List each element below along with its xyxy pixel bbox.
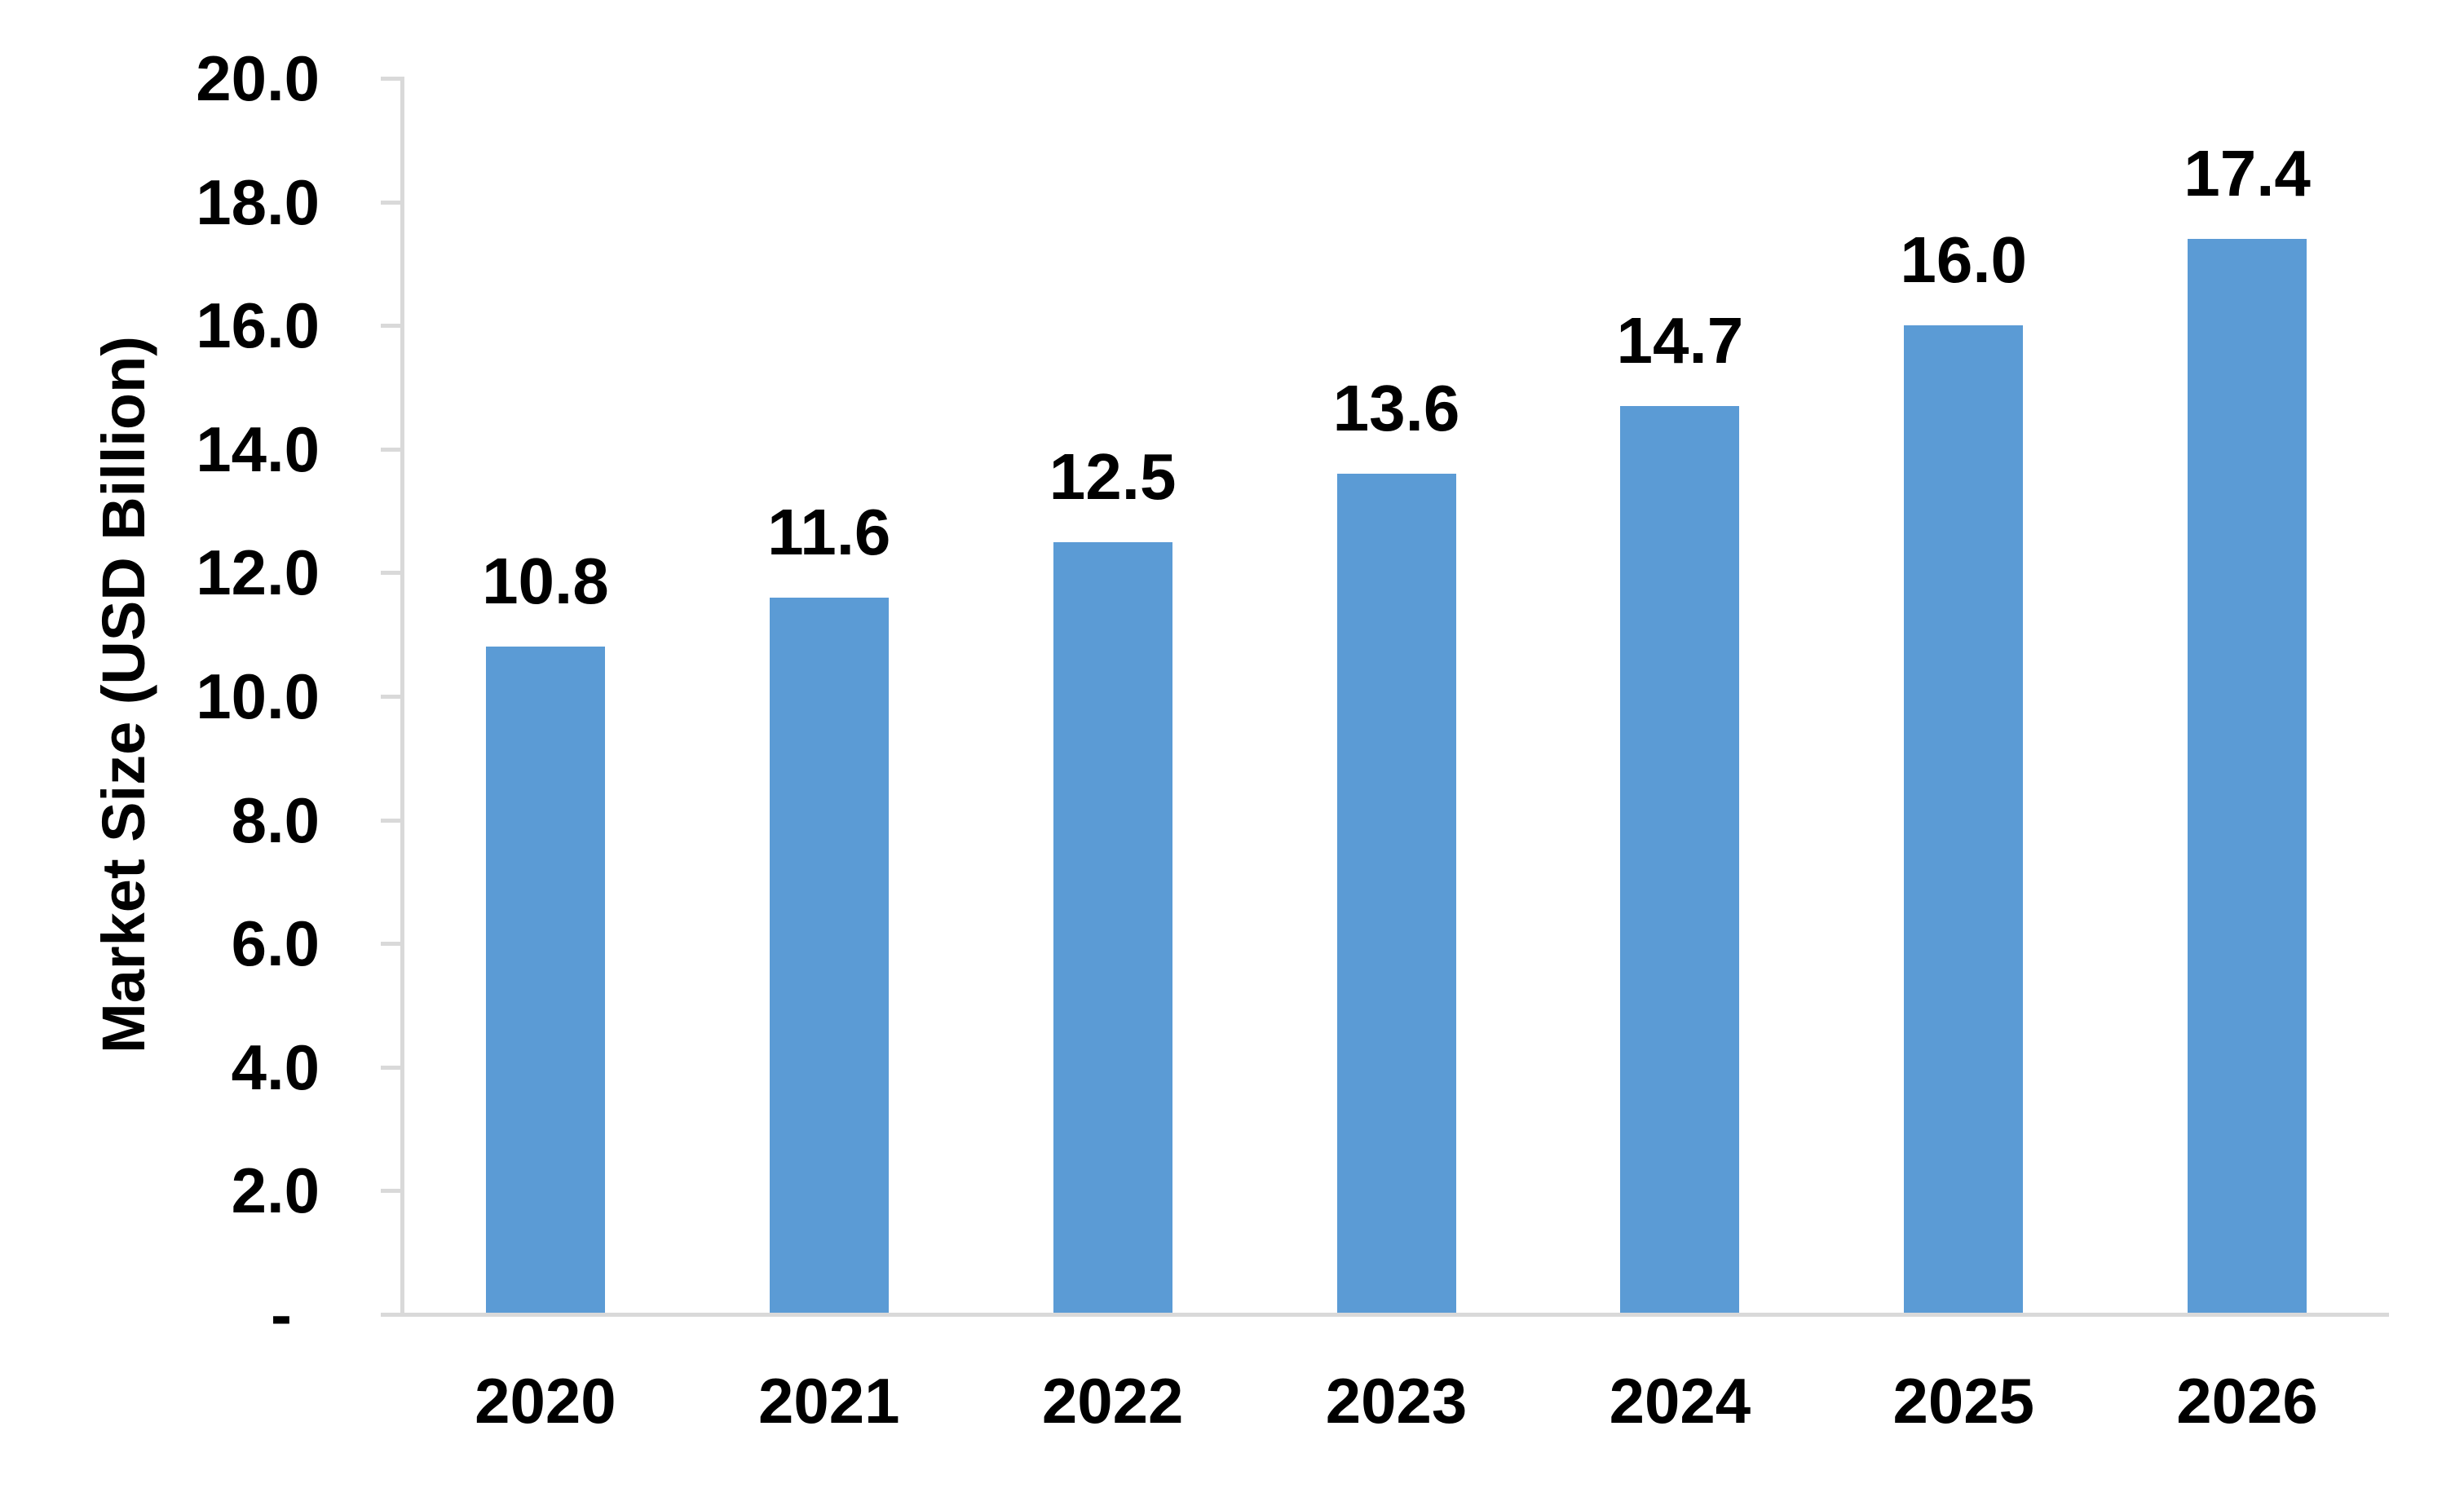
y-axis-tick-label: 8.0 bbox=[231, 784, 320, 856]
x-axis-tick-label: 2021 bbox=[758, 1365, 900, 1437]
y-axis-tick-label: 6.0 bbox=[231, 907, 320, 980]
x-axis-tick-label: 2020 bbox=[475, 1365, 616, 1437]
y-axis-tick-label: 2.0 bbox=[231, 1155, 320, 1227]
y-axis-tick-mark bbox=[381, 942, 404, 947]
bar bbox=[1053, 541, 1172, 1317]
y-axis-line bbox=[400, 77, 404, 1317]
bar-value-label: 12.5 bbox=[1049, 439, 1177, 513]
y-axis-tick-label: 10.0 bbox=[196, 660, 320, 732]
bar bbox=[485, 647, 605, 1317]
bar-value-label: 17.4 bbox=[2184, 137, 2311, 210]
bar-value-label: 13.6 bbox=[1332, 372, 1460, 445]
y-axis-tick-label: 4.0 bbox=[231, 1031, 320, 1103]
y-axis-tick-mark bbox=[381, 447, 404, 452]
y-axis-tick-mark bbox=[381, 77, 404, 81]
bar-value-label: 14.7 bbox=[1616, 303, 1744, 377]
y-axis-tick-mark bbox=[381, 818, 404, 823]
bar-value-label: 11.6 bbox=[767, 495, 891, 568]
bar bbox=[1620, 405, 1740, 1317]
y-axis-tick-mark bbox=[381, 571, 404, 576]
x-axis-tick-label: 2023 bbox=[1325, 1365, 1468, 1437]
y-axis-tick-mark bbox=[381, 324, 404, 329]
y-axis-tick-label: - bbox=[271, 1278, 292, 1350]
bar-value-label: 16.0 bbox=[1900, 223, 2028, 297]
bar bbox=[769, 597, 889, 1317]
x-axis-tick-label: 2024 bbox=[1609, 1365, 1751, 1437]
y-axis-tick-label: 18.0 bbox=[196, 166, 320, 238]
bar-value-label: 10.8 bbox=[482, 545, 609, 618]
x-axis-tick-label: 2025 bbox=[1892, 1365, 2034, 1437]
y-axis-tick-label: 20.0 bbox=[196, 42, 320, 114]
y-axis-tick-label: 14.0 bbox=[196, 413, 320, 485]
bar bbox=[1904, 325, 2024, 1317]
y-axis-tick-label: 16.0 bbox=[196, 289, 320, 362]
x-axis-tick-label: 2022 bbox=[1041, 1365, 1184, 1437]
y-axis-tick-mark bbox=[381, 695, 404, 699]
y-axis-tick-mark bbox=[381, 1065, 404, 1070]
x-axis-tick-label: 2026 bbox=[2176, 1365, 2318, 1437]
bar bbox=[2188, 239, 2307, 1317]
bar bbox=[1336, 474, 1456, 1317]
y-axis-tick-label: 12.0 bbox=[196, 536, 320, 609]
y-axis-tick-mark bbox=[381, 200, 404, 205]
y-axis-tick-mark bbox=[381, 1189, 404, 1194]
x-axis-line bbox=[381, 1313, 2389, 1317]
